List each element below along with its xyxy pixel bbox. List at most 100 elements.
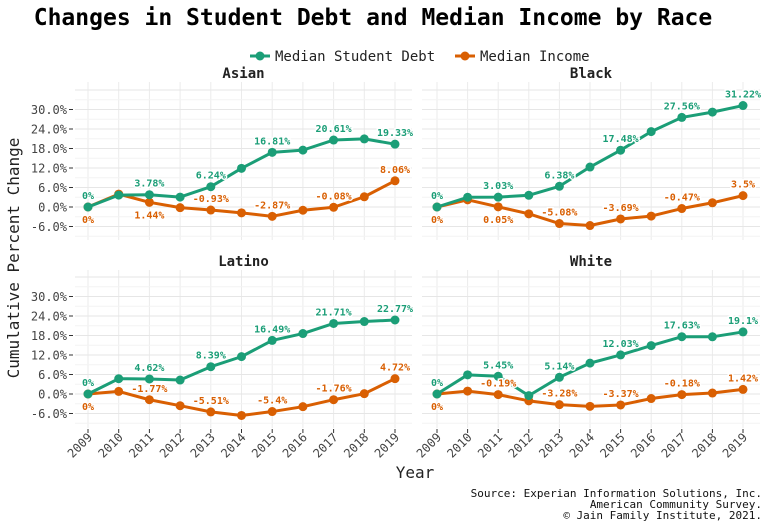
data-label-income: 8.06% xyxy=(380,165,410,176)
data-point-income xyxy=(329,202,339,212)
data-point-income xyxy=(206,407,216,417)
data-point-income xyxy=(144,197,154,207)
y-tick-label: 6.0% xyxy=(38,181,68,195)
data-label-debt: 0% xyxy=(82,191,94,202)
data-point-debt xyxy=(616,145,626,155)
data-label-income: -3.28% xyxy=(541,389,577,400)
data-label-debt: 21.71% xyxy=(316,307,352,318)
data-point-income xyxy=(646,211,656,221)
data-label-income: -5.08% xyxy=(541,208,577,219)
data-point-debt xyxy=(554,372,564,382)
data-point-income xyxy=(329,395,339,405)
y-tick-label: 18.0% xyxy=(31,329,68,343)
data-point-income xyxy=(267,211,277,221)
data-point-income xyxy=(738,384,748,394)
data-point-debt xyxy=(298,145,308,155)
y-tick-label: 0.0% xyxy=(38,388,68,402)
data-point-income xyxy=(298,402,308,412)
data-point-debt xyxy=(144,190,154,200)
panel-latino: Latino -6.0% 0.0% 6.0% 12.0% 18.0% 24.0% 30.0% 2… xyxy=(31,254,415,461)
data-point-income xyxy=(237,410,246,420)
data-point-debt xyxy=(432,202,442,212)
data-point-income xyxy=(554,400,564,410)
y-axis-label: Cumulative Percent Change xyxy=(4,138,23,379)
data-label-debt: 27.56% xyxy=(664,101,700,112)
x-tick-label: 2017 xyxy=(310,430,340,460)
data-label-income: -2.87% xyxy=(254,200,290,211)
data-label-income: 0% xyxy=(82,402,94,413)
data-label-income: -5.51% xyxy=(193,396,229,407)
y-tick-label: -6.0% xyxy=(31,220,68,234)
legend-debt-marker xyxy=(255,51,265,61)
data-label-income: 0% xyxy=(431,402,443,413)
data-label-income: -3.69% xyxy=(603,203,639,214)
data-point-debt xyxy=(493,192,503,202)
data-label-debt: 17.48% xyxy=(603,134,639,145)
data-point-debt xyxy=(237,163,246,173)
data-label-income: 0.05% xyxy=(483,215,513,226)
data-point-income xyxy=(677,204,687,214)
data-point-debt xyxy=(329,135,339,145)
data-label-debt: 22.77% xyxy=(377,304,413,315)
data-point-debt xyxy=(83,389,93,399)
source-note: Source: Experian Information Solutions, … xyxy=(471,487,762,522)
data-point-debt xyxy=(677,112,687,122)
data-point-income xyxy=(390,374,400,384)
panel-title: Asian xyxy=(222,66,264,82)
x-tick-label: 2016 xyxy=(280,430,310,460)
data-label-income: 0% xyxy=(431,215,443,226)
data-label-debt: 0% xyxy=(431,191,443,202)
data-label-income: -1.77% xyxy=(131,384,167,395)
y-tick-label: -6.0% xyxy=(31,407,68,421)
legend-debt-label: Median Student Debt xyxy=(275,49,435,65)
data-label-debt: 6.38% xyxy=(544,170,574,181)
data-point-income xyxy=(390,176,400,186)
data-point-income xyxy=(707,388,717,398)
data-label-debt: 3.78% xyxy=(134,179,164,190)
data-point-income xyxy=(616,400,626,410)
data-point-debt xyxy=(359,134,369,144)
panel-title: Latino xyxy=(218,254,269,270)
data-point-income xyxy=(677,390,687,400)
x-tick-label: 2013 xyxy=(536,430,566,460)
data-label-debt: 0% xyxy=(431,378,443,389)
data-point-debt xyxy=(432,389,442,399)
y-tick-label: 30.0% xyxy=(31,290,68,304)
data-point-debt xyxy=(585,358,595,368)
x-tick-label: 2012 xyxy=(157,430,187,460)
data-label-income: 1.44% xyxy=(134,210,164,221)
x-tick-label: 2009 xyxy=(414,430,444,460)
data-label-income: 4.72% xyxy=(380,363,410,374)
x-tick-label: 2015 xyxy=(249,430,279,460)
x-tick-label: 2011 xyxy=(126,430,156,460)
data-point-income xyxy=(463,386,473,396)
x-tick-label: 2011 xyxy=(475,430,505,460)
x-tick-label: 2014 xyxy=(218,430,248,460)
data-label-income: -0.18% xyxy=(664,379,700,390)
y-tick-label: 24.0% xyxy=(31,123,68,137)
data-point-debt xyxy=(554,181,564,191)
data-point-debt xyxy=(267,335,277,345)
data-point-debt xyxy=(359,317,369,327)
x-axis-label: Year xyxy=(396,463,435,482)
data-label-income: -5.4% xyxy=(257,396,287,407)
data-point-income xyxy=(585,221,595,231)
y-tick-label: 0.0% xyxy=(38,201,68,215)
data-point-income xyxy=(554,219,564,229)
data-point-debt xyxy=(83,202,93,212)
x-tick-label: 2014 xyxy=(567,430,597,460)
data-point-debt xyxy=(144,374,154,384)
panel-title: Black xyxy=(570,66,613,82)
data-label-debt: 19.33% xyxy=(377,128,413,139)
data-point-debt xyxy=(616,350,626,360)
data-point-debt xyxy=(390,315,400,325)
data-point-debt xyxy=(524,190,534,200)
data-point-income xyxy=(585,401,595,411)
data-label-income: 0% xyxy=(82,215,94,226)
panel-asian: Asian -6.0% 0.0% 6.0% 12.0% 18.0% 24.0% 30.0% 0%… xyxy=(31,66,415,240)
data-label-debt: 19.1% xyxy=(728,316,758,327)
data-point-debt xyxy=(206,362,216,372)
data-label-debt: 8.39% xyxy=(196,351,226,362)
